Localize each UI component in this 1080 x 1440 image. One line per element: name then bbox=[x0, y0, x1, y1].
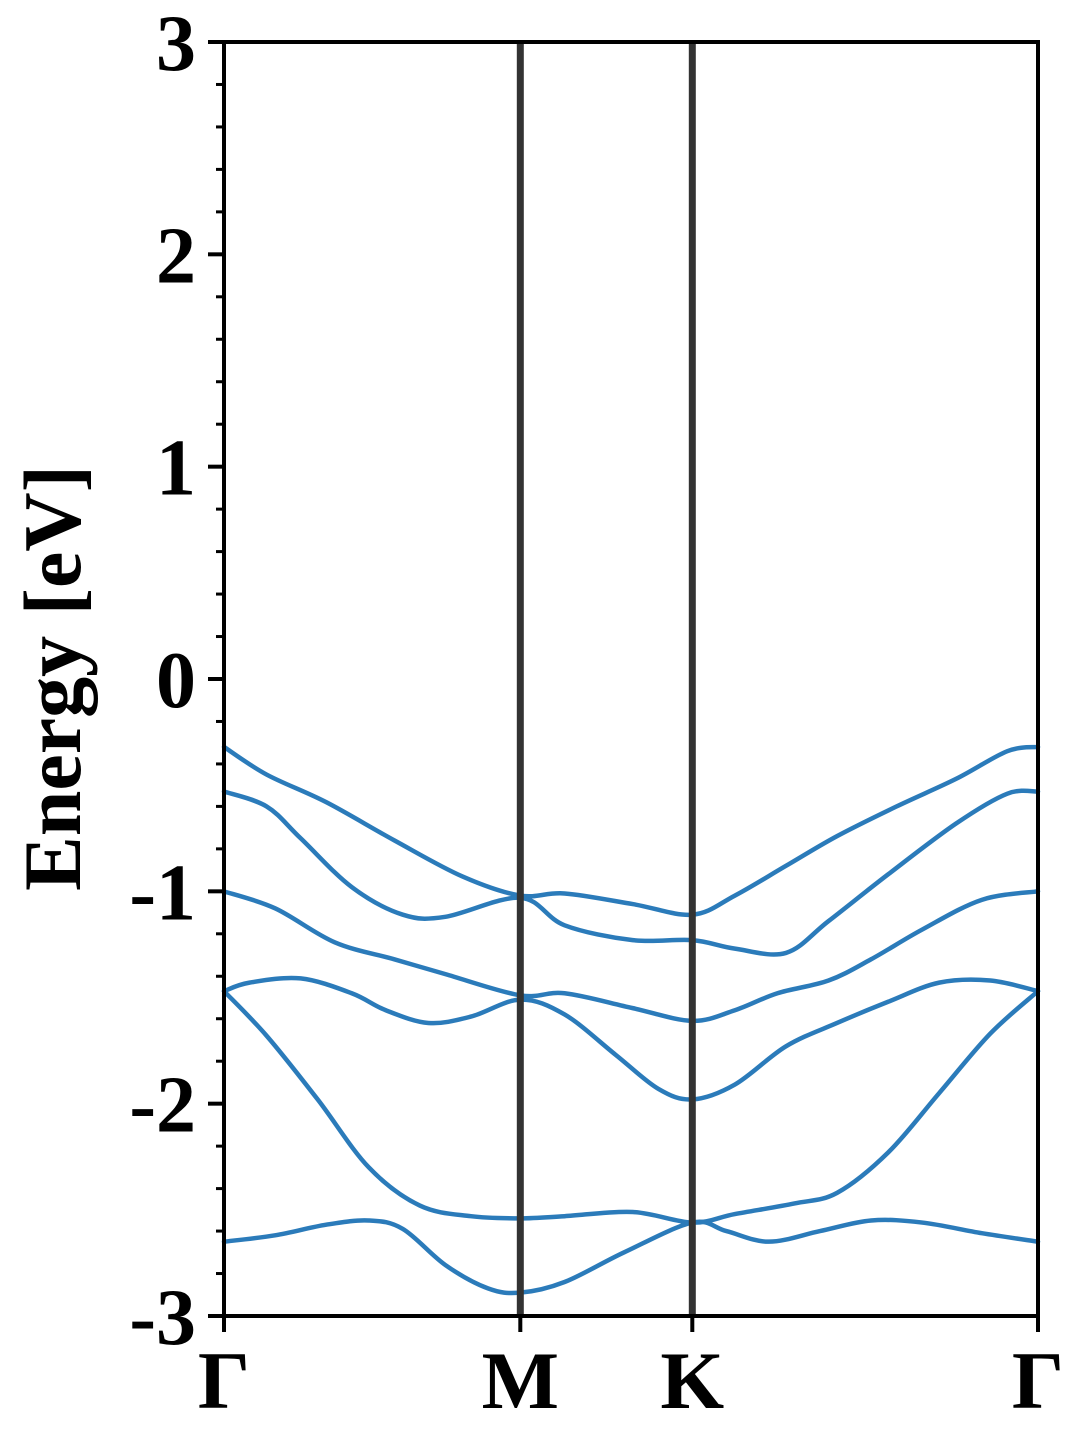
bands-layer bbox=[221, 744, 1041, 1296]
band-line-1 bbox=[221, 744, 1041, 918]
y-tick-label: 2 bbox=[156, 212, 196, 300]
labels-layer: -3 -2 -1 0 1 2 3 Γ M K Γ bbox=[129, 0, 1064, 1426]
y-tick-label: 3 bbox=[156, 0, 196, 88]
x-tick-label-Γ: Γ bbox=[1012, 1335, 1064, 1426]
y-tick-label: -2 bbox=[129, 1062, 196, 1150]
band-line-3 bbox=[221, 889, 1041, 1024]
band-line-5 bbox=[221, 988, 1041, 1225]
band-line-6 bbox=[221, 1217, 1041, 1296]
x-tick-label-M: M bbox=[482, 1335, 559, 1426]
x-tick-label-K: K bbox=[660, 1335, 724, 1426]
y-tick-label: -3 bbox=[129, 1274, 196, 1362]
axes-layer bbox=[208, 40, 1040, 1332]
y-tick-label: -1 bbox=[129, 849, 196, 937]
y-axis-title: Energy [eV] bbox=[7, 465, 98, 891]
high-symmetry-dividers bbox=[516, 42, 696, 1316]
band-line-2 bbox=[221, 788, 1041, 957]
y-tick-label: 0 bbox=[156, 637, 196, 725]
y-tick-label: 1 bbox=[156, 425, 196, 513]
band-line-4 bbox=[221, 975, 1041, 1102]
x-tick-label-Γ: Γ bbox=[198, 1335, 250, 1426]
plot-frame bbox=[222, 40, 1040, 1318]
